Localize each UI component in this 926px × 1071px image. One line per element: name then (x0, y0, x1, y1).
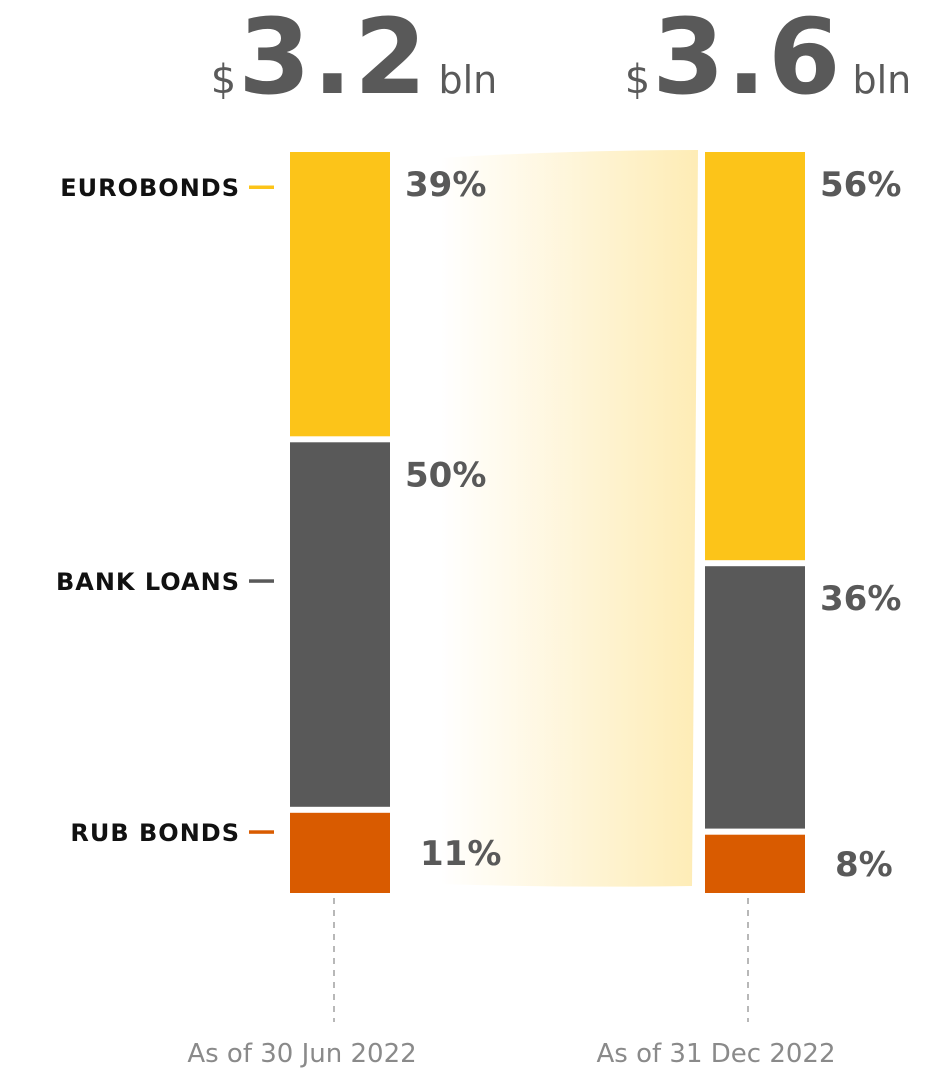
legend-swatch-bank-loans (249, 579, 274, 583)
bar-rub-bonds-2 (705, 834, 805, 893)
value-label-eurobonds-1: 39% (405, 165, 486, 205)
legend-swatch-eurobonds (249, 185, 274, 189)
transition-band (440, 150, 698, 887)
category-label-1: As of 30 Jun 2022 (187, 1039, 416, 1069)
bar-bank-loans-1 (290, 442, 390, 807)
value-label-bank-loans-2: 36% (820, 579, 901, 619)
legend-label-eurobonds: EUROBONDS (60, 174, 240, 202)
legend-swatch-rub-bonds (249, 830, 274, 834)
total-2: $3.6 bln (625, 0, 911, 118)
value-label-bank-loans-1: 50% (405, 455, 486, 495)
legend-label-rub-bonds: RUB BONDS (70, 819, 240, 847)
bar-eurobonds-2 (705, 152, 805, 561)
value-label-rub-bonds-1: 11% (420, 834, 501, 874)
bar-eurobonds-1 (290, 152, 390, 437)
bar-rub-bonds-1 (290, 812, 390, 893)
total-1: $3.2 bln (211, 0, 497, 118)
legend-label-bank-loans: BANK LOANS (56, 568, 240, 596)
value-label-eurobonds-2: 56% (820, 165, 901, 205)
bar-bank-loans-2 (705, 566, 805, 829)
category-label-2: As of 31 Dec 2022 (596, 1039, 835, 1069)
value-label-rub-bonds-2: 8% (835, 845, 893, 885)
